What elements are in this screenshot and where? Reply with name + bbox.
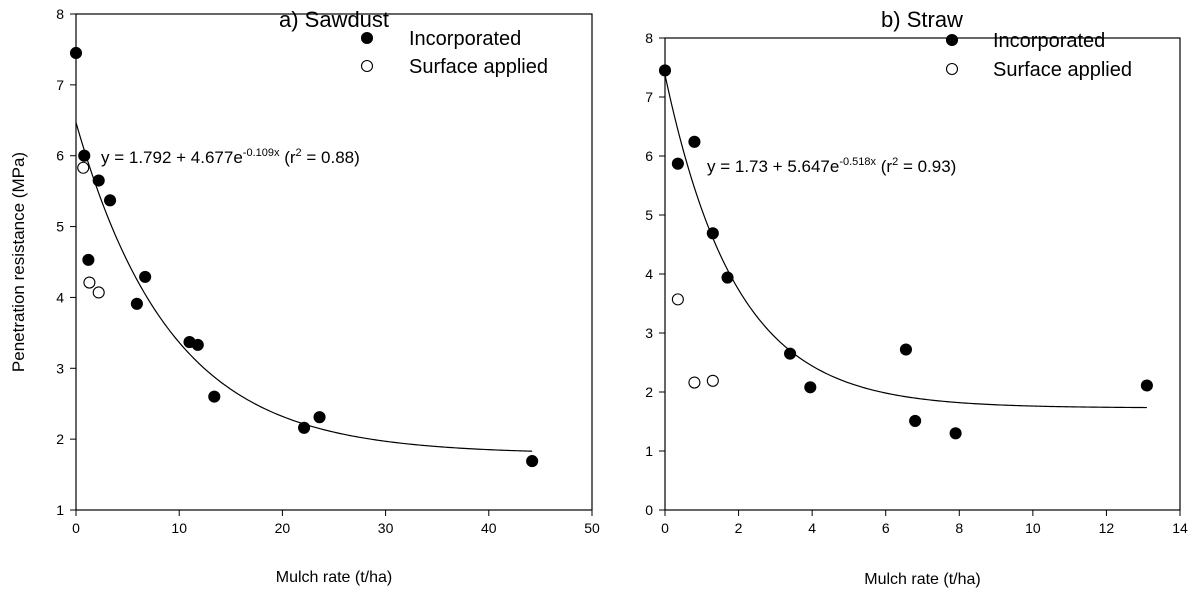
chart-panel-1: a) Sawdust 0 10 20 30 40 50 1 2 3 4 5 6 7 8 Mulch rate … (9, 6, 600, 586)
data-point-incorporated (658, 64, 672, 77)
x-tick-label: 0 (661, 520, 669, 536)
legend-marker-surface-applied (945, 62, 959, 76)
legend: Incorporated Surface applied (945, 30, 1132, 81)
data-point-incorporated (130, 297, 143, 310)
y-tick-label: 4 (645, 266, 653, 282)
data-point-surface-applied (671, 293, 684, 306)
data-point-incorporated (78, 149, 91, 162)
y-tick-label: 2 (56, 431, 64, 447)
legend-label: Incorporated (409, 28, 521, 50)
data-point-surface-applied (688, 376, 701, 389)
y-tick-label: 7 (645, 89, 653, 105)
data-point-incorporated (688, 135, 701, 148)
x-tick-label: 10 (171, 520, 187, 536)
data-point-incorporated (784, 347, 797, 360)
legend-marker-incorporated (360, 31, 374, 45)
chart-title: b) Straw (881, 7, 963, 32)
y-tick-label: 5 (56, 219, 64, 235)
data-point-surface-applied (77, 161, 90, 174)
x-tick-label: 40 (481, 520, 497, 536)
data-point-incorporated (804, 381, 817, 394)
x-tick-label: 6 (882, 520, 890, 536)
plot-frame (75, 13, 593, 511)
data-point-incorporated (909, 414, 922, 427)
data-point-incorporated (313, 411, 326, 424)
y-tick-label: 3 (56, 360, 64, 376)
data-point-incorporated (1140, 379, 1153, 392)
data-point-surface-applied (706, 374, 719, 387)
data-point-incorporated (104, 194, 117, 207)
data-point-incorporated (706, 227, 719, 240)
x-tick-label: 14 (1172, 520, 1188, 536)
x-tick-label: 30 (378, 520, 394, 536)
equation-annotation: y = 1.792 + 4.677e-0.109x (r2 = 0.88) (101, 147, 360, 167)
data-point-incorporated (671, 157, 684, 170)
data-point-incorporated (191, 338, 204, 351)
x-tick-label: 12 (1099, 520, 1115, 536)
x-tick-label: 0 (72, 520, 80, 536)
data-point-incorporated (721, 271, 734, 284)
data-point-incorporated (92, 174, 105, 187)
y-tick-label: 4 (56, 289, 64, 305)
x-tick-label: 20 (275, 520, 291, 536)
data-point-incorporated (69, 46, 83, 60)
x-tick-label: 8 (955, 520, 963, 536)
legend-label: Surface applied (409, 56, 548, 78)
data-point-incorporated (298, 421, 311, 434)
fit-curve (75, 122, 533, 452)
legend-marker-surface-applied (360, 59, 374, 73)
x-tick-label: 50 (584, 520, 600, 536)
y-tick-label: 1 (56, 502, 64, 518)
equation-annotation: y = 1.73 + 5.647e-0.518x (r2 = 0.93) (707, 156, 956, 176)
data-point-surface-applied (83, 276, 96, 289)
data-point-incorporated (899, 343, 912, 356)
data-point-incorporated (82, 253, 95, 266)
x-tick-label: 4 (808, 520, 816, 536)
chart-title: a) Sawdust (279, 7, 389, 32)
y-tick-label: 0 (645, 502, 653, 518)
y-tick-label: 8 (645, 30, 653, 46)
y-tick-label: 6 (56, 148, 64, 164)
x-axis-label: Mulch rate (t/ha) (864, 571, 980, 588)
x-tick-label: 2 (735, 520, 743, 536)
legend-label: Surface applied (993, 59, 1132, 81)
y-tick-label: 7 (56, 77, 64, 93)
legend: Incorporated Surface applied (360, 28, 548, 78)
data-point-surface-applied (92, 286, 105, 299)
legend-label: Incorporated (993, 30, 1105, 52)
y-tick-label: 1 (645, 443, 653, 459)
x-axis-label: Mulch rate (t/ha) (276, 569, 392, 586)
data-point-incorporated (139, 270, 152, 283)
fit-curve (664, 74, 1147, 409)
y-tick-label: 2 (645, 384, 653, 400)
legend-marker-incorporated (945, 33, 959, 47)
y-tick-label: 6 (645, 148, 653, 164)
data-point-incorporated (526, 455, 539, 468)
y-tick-label: 3 (645, 325, 653, 341)
y-axis-label: Penetration resistance (MPa) (9, 152, 28, 372)
y-tick-label: 8 (56, 6, 64, 22)
x-tick-label: 10 (1025, 520, 1041, 536)
y-tick-label: 5 (645, 207, 653, 223)
plot-frame (664, 37, 1181, 511)
data-point-incorporated (949, 427, 962, 440)
data-point-incorporated (208, 390, 221, 403)
